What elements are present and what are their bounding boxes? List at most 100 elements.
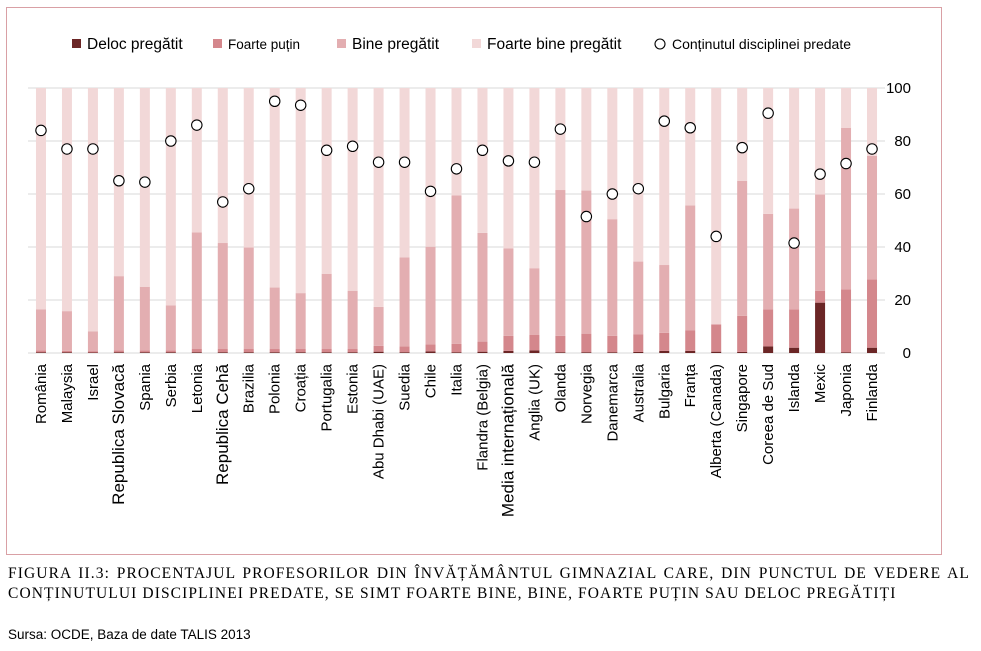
bar-segment bbox=[581, 333, 592, 353]
bar-segment bbox=[165, 305, 176, 351]
bar-segment bbox=[763, 213, 774, 310]
bar-segment bbox=[477, 351, 488, 353]
bar-segment bbox=[295, 352, 306, 353]
content-dot bbox=[450, 163, 463, 175]
bar-segment bbox=[763, 346, 774, 353]
category-label: Finlanda bbox=[864, 363, 881, 421]
category-label: Estonia bbox=[345, 363, 362, 414]
bar-segment bbox=[659, 350, 670, 353]
bar-segment bbox=[139, 286, 150, 351]
bar-segment bbox=[113, 276, 124, 351]
bar-segment bbox=[763, 88, 774, 214]
content-dot bbox=[554, 123, 567, 135]
bar-segment bbox=[61, 88, 72, 312]
bar-segment bbox=[451, 195, 462, 344]
category-label: Israel bbox=[85, 364, 102, 401]
bar-segment bbox=[659, 332, 670, 351]
bar-segment bbox=[529, 268, 540, 335]
bar-segment bbox=[373, 345, 384, 352]
bar-segment bbox=[503, 350, 514, 353]
chart-frame bbox=[6, 7, 942, 555]
bar-segment bbox=[295, 88, 306, 294]
content-dot bbox=[424, 185, 437, 198]
bar-segment bbox=[815, 88, 826, 195]
bar-segment bbox=[295, 349, 306, 353]
bar-segment bbox=[867, 88, 878, 156]
bar-segment bbox=[555, 190, 566, 336]
content-dot bbox=[191, 119, 203, 131]
content-dot bbox=[658, 115, 671, 127]
content-dot bbox=[372, 156, 385, 168]
bar-segment bbox=[841, 352, 852, 353]
bar-segment bbox=[503, 335, 514, 351]
legend-dot-marker bbox=[654, 38, 666, 50]
bar-segment bbox=[607, 335, 618, 353]
bar-segment bbox=[35, 88, 46, 310]
content-dot bbox=[762, 107, 774, 119]
bar-segment bbox=[815, 302, 826, 353]
content-dot bbox=[528, 156, 541, 168]
bar-segment bbox=[217, 243, 228, 350]
content-dot bbox=[684, 122, 696, 134]
bar-segment bbox=[347, 352, 358, 353]
content-dot bbox=[294, 99, 307, 111]
bar-segment bbox=[87, 352, 98, 353]
bar-segment bbox=[841, 88, 852, 128]
y-tick-label: 100 bbox=[886, 80, 911, 97]
legend-swatch bbox=[472, 39, 481, 48]
bar-segment bbox=[789, 88, 800, 209]
bar-segment bbox=[503, 248, 514, 336]
bar-segment bbox=[659, 265, 670, 333]
bar-segment bbox=[61, 352, 72, 353]
content-dot bbox=[866, 143, 878, 155]
content-dot bbox=[710, 230, 722, 243]
category-label: Danemarca bbox=[604, 363, 621, 441]
bar-segment bbox=[867, 279, 878, 348]
legend-label: Deloc pregătit bbox=[87, 36, 183, 53]
content-dot bbox=[580, 210, 593, 223]
bar-segment bbox=[867, 347, 878, 353]
bar-segment bbox=[217, 349, 228, 353]
bar-segment bbox=[139, 352, 150, 353]
legend-swatch bbox=[337, 39, 346, 48]
bar-segment bbox=[243, 247, 254, 350]
bar-segment bbox=[789, 309, 800, 348]
bar-segment bbox=[347, 349, 358, 353]
y-tick-label: 80 bbox=[894, 133, 911, 150]
bar-segment bbox=[113, 352, 124, 353]
y-tick-label: 20 bbox=[894, 292, 911, 309]
bar-segment bbox=[87, 88, 98, 332]
bar-segment bbox=[191, 232, 202, 350]
category-label: România bbox=[33, 363, 50, 424]
bar-segment bbox=[477, 232, 488, 342]
bar-segment bbox=[555, 335, 566, 353]
bar-segment bbox=[35, 309, 46, 351]
bar-segment bbox=[633, 88, 644, 262]
x-axis-labels: România Malaysia Israel Republica Slovacă Sp… bbox=[33, 363, 881, 517]
bar-segment bbox=[867, 155, 878, 280]
legend-label: Foarte bine pregătit bbox=[487, 36, 622, 53]
category-label: Media internațională bbox=[498, 363, 517, 517]
bar-segment bbox=[217, 352, 228, 353]
bar-segment bbox=[243, 88, 254, 248]
bar-segment bbox=[841, 289, 852, 353]
bar-segment bbox=[711, 351, 722, 353]
bar-segment bbox=[243, 352, 254, 353]
bar-segment bbox=[61, 350, 72, 353]
bar-segment bbox=[477, 88, 488, 233]
bar-segment bbox=[321, 273, 332, 350]
bar-segment bbox=[347, 290, 358, 350]
bar-segment bbox=[295, 293, 306, 350]
category-label: Olanda bbox=[552, 363, 569, 412]
bar-segment bbox=[685, 88, 696, 206]
content-dot bbox=[268, 95, 281, 108]
content-dot bbox=[398, 156, 411, 168]
y-axis-ticks: 0 20 40 60 80 100 bbox=[886, 80, 911, 362]
bar-segment bbox=[451, 352, 462, 353]
category-label: Anglia (UK) bbox=[526, 364, 543, 441]
bar-segment bbox=[425, 88, 436, 247]
y-tick-label: 0 bbox=[903, 345, 911, 362]
bar-segment bbox=[529, 88, 540, 269]
bar-segment bbox=[191, 352, 202, 353]
bar-segment bbox=[321, 352, 332, 353]
